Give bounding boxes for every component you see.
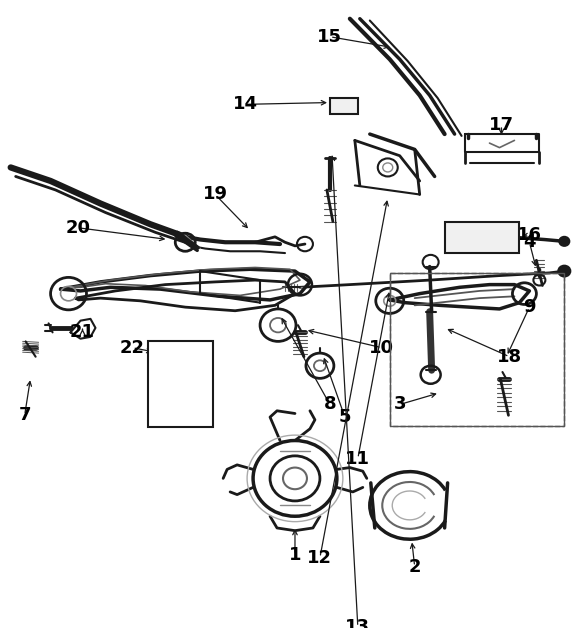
Text: 11: 11 xyxy=(346,450,370,468)
Text: 7: 7 xyxy=(18,406,31,425)
Text: 10: 10 xyxy=(369,338,394,357)
Text: 12: 12 xyxy=(308,549,332,566)
Circle shape xyxy=(559,237,570,246)
Circle shape xyxy=(558,266,570,276)
Text: 18: 18 xyxy=(497,348,522,365)
Text: 17: 17 xyxy=(489,116,514,134)
Text: 13: 13 xyxy=(346,618,370,628)
Text: 22: 22 xyxy=(120,338,145,357)
Text: 20: 20 xyxy=(66,219,91,237)
Text: 4: 4 xyxy=(523,233,536,251)
Text: 21: 21 xyxy=(70,323,95,342)
Text: 9: 9 xyxy=(523,298,536,316)
Bar xyxy=(445,222,520,253)
Bar xyxy=(390,273,564,426)
Text: 5: 5 xyxy=(339,408,351,426)
Text: 1: 1 xyxy=(289,546,301,564)
Text: 16: 16 xyxy=(517,226,542,244)
Text: 14: 14 xyxy=(233,95,258,113)
Text: 6: 6 xyxy=(192,396,205,413)
Text: 8: 8 xyxy=(324,396,336,413)
Text: 3: 3 xyxy=(394,396,406,413)
Bar xyxy=(330,98,358,114)
Bar xyxy=(390,273,564,426)
Text: 19: 19 xyxy=(203,185,227,203)
Text: 2: 2 xyxy=(409,558,421,576)
Bar xyxy=(148,342,213,427)
Text: 15: 15 xyxy=(317,28,343,46)
